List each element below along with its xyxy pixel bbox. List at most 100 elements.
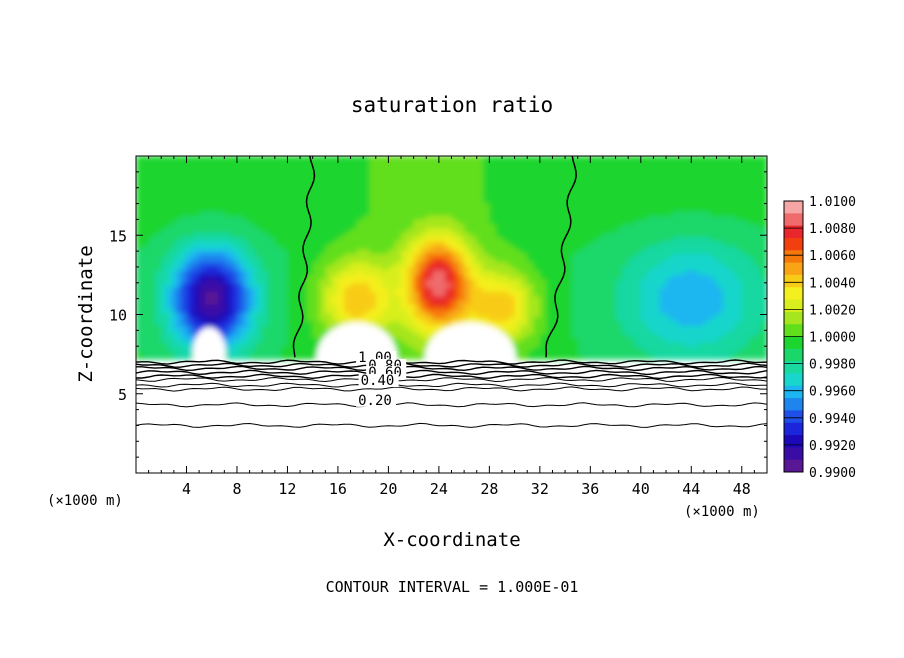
field-cell bbox=[552, 249, 559, 254]
field-cell bbox=[439, 300, 446, 305]
field-cell bbox=[647, 257, 654, 262]
field-cell bbox=[534, 304, 541, 309]
field-cell bbox=[628, 245, 635, 250]
field-cell bbox=[729, 257, 736, 262]
field-cell bbox=[136, 177, 143, 182]
field-cell bbox=[212, 207, 219, 212]
field-cell bbox=[698, 270, 705, 275]
field-cell bbox=[546, 224, 553, 229]
field-cell bbox=[332, 262, 339, 267]
field-cell bbox=[515, 283, 522, 288]
field-cell bbox=[287, 334, 294, 339]
field-cell bbox=[508, 202, 515, 207]
field-cell bbox=[306, 169, 313, 174]
field-cell bbox=[433, 266, 440, 271]
field-cell bbox=[527, 190, 534, 195]
field-cell bbox=[338, 236, 345, 241]
field-cell bbox=[723, 253, 730, 258]
field-cell bbox=[388, 295, 395, 300]
field-cell bbox=[679, 262, 686, 267]
field-cell bbox=[168, 249, 175, 254]
field-cell bbox=[508, 194, 515, 199]
field-cell bbox=[142, 304, 149, 309]
field-cell bbox=[653, 295, 660, 300]
field-cell bbox=[597, 321, 604, 326]
field-cell bbox=[571, 350, 578, 355]
field-cell bbox=[628, 202, 635, 207]
field-cell bbox=[647, 177, 654, 182]
field-cell bbox=[717, 236, 724, 241]
field-cell bbox=[382, 279, 389, 284]
field-cell bbox=[319, 279, 326, 284]
field-cell bbox=[603, 274, 610, 279]
field-cell bbox=[338, 245, 345, 250]
field-cell bbox=[250, 287, 257, 292]
field-cell bbox=[540, 190, 547, 195]
field-cell bbox=[142, 241, 149, 246]
field-cell bbox=[723, 169, 730, 174]
field-cell bbox=[388, 308, 395, 313]
field-cell bbox=[502, 262, 509, 267]
field-cell bbox=[149, 338, 156, 343]
field-cell bbox=[287, 312, 294, 317]
field-cell bbox=[351, 295, 358, 300]
field-cell bbox=[691, 236, 698, 241]
field-cell bbox=[742, 346, 749, 351]
field-cell bbox=[641, 295, 648, 300]
field-cell bbox=[597, 224, 604, 229]
field-cell bbox=[168, 283, 175, 288]
field-cell bbox=[300, 160, 307, 165]
field-cell bbox=[269, 257, 276, 262]
field-cell bbox=[527, 215, 534, 220]
field-cell bbox=[496, 241, 503, 246]
field-cell bbox=[376, 202, 383, 207]
field-cell bbox=[224, 279, 231, 284]
field-cell bbox=[401, 224, 408, 229]
field-cell bbox=[287, 190, 294, 195]
field-cell bbox=[168, 325, 175, 330]
field-cell bbox=[622, 160, 629, 165]
field-cell bbox=[344, 177, 351, 182]
field-cell bbox=[691, 224, 698, 229]
field-cell bbox=[363, 228, 370, 233]
field-cell bbox=[717, 291, 724, 296]
field-cell bbox=[571, 202, 578, 207]
field-cell bbox=[508, 177, 515, 182]
colorbar-segment bbox=[784, 201, 803, 214]
field-cell bbox=[388, 198, 395, 203]
field-cell bbox=[376, 232, 383, 237]
field-cell bbox=[168, 232, 175, 237]
field-cell bbox=[376, 194, 383, 199]
field-cell bbox=[186, 156, 193, 161]
field-cell bbox=[395, 232, 402, 237]
field-cell bbox=[433, 274, 440, 279]
field-cell bbox=[161, 283, 168, 288]
field-cell bbox=[193, 164, 200, 169]
field-cell bbox=[287, 287, 294, 292]
field-cell bbox=[445, 177, 452, 182]
field-cell bbox=[401, 257, 408, 262]
field-cell bbox=[496, 207, 503, 212]
field-cell bbox=[363, 249, 370, 254]
field-cell bbox=[742, 241, 749, 246]
field-cell bbox=[344, 295, 351, 300]
field-cell bbox=[540, 156, 547, 161]
field-cell bbox=[231, 194, 238, 199]
field-cell bbox=[653, 160, 660, 165]
field-cell bbox=[376, 169, 383, 174]
field-cell bbox=[395, 338, 402, 343]
field-cell bbox=[325, 194, 332, 199]
field-cell bbox=[426, 295, 433, 300]
field-cell bbox=[691, 338, 698, 343]
field-cell bbox=[653, 164, 660, 169]
field-cell bbox=[698, 211, 705, 216]
field-cell bbox=[243, 169, 250, 174]
field-cell bbox=[754, 266, 761, 271]
field-cell bbox=[603, 181, 610, 186]
field-cell bbox=[698, 164, 705, 169]
field-cell bbox=[521, 232, 528, 237]
field-cell bbox=[527, 198, 534, 203]
field-cell bbox=[679, 300, 686, 305]
field-cell bbox=[313, 186, 320, 191]
x-tick-label: 36 bbox=[581, 480, 599, 498]
